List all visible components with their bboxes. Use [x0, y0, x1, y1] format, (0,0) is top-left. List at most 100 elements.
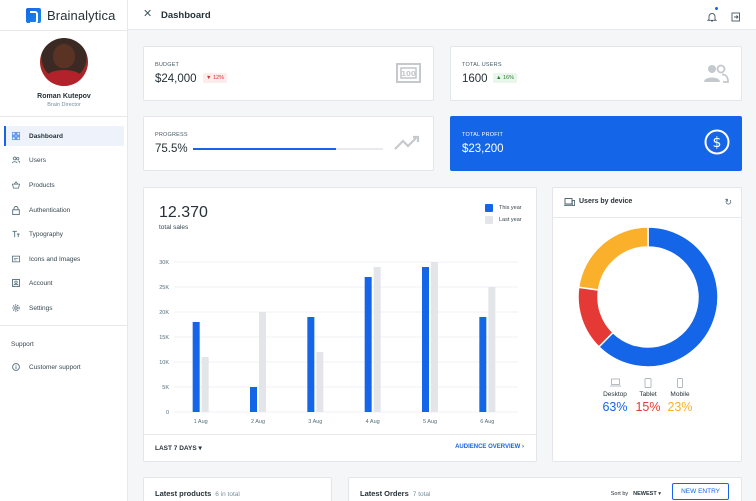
sidebar-item-typography[interactable]: Typography: [4, 224, 124, 244]
sidebar-item-account[interactable]: Account: [4, 273, 124, 293]
total-profit-label: TOTAL PROFIT: [462, 132, 504, 138]
bar-this-year: [250, 387, 257, 412]
budget-label: BUDGET: [155, 62, 180, 68]
latest-orders-label: Latest Orders: [360, 489, 409, 498]
bar-this-year: [479, 317, 487, 412]
sidebar-item-label: Products: [29, 181, 55, 189]
sidebar-item-customer-support[interactable]: Customer support: [4, 357, 124, 377]
latest-orders-title: Latest Orders 7 total: [360, 489, 431, 498]
user-role: Brain Director: [47, 102, 81, 108]
x-tick-label: 5 Aug: [423, 419, 437, 425]
sidebar-divider: [0, 116, 128, 117]
legend-swatch: [485, 204, 493, 212]
device-mobile: Mobile 23%: [660, 378, 700, 414]
y-tick-label: 5K: [162, 385, 169, 391]
users-delta: 16%: [502, 75, 514, 81]
sort-label: Sort by: [610, 491, 629, 497]
budget-delta-badge: ▼ 12%: [203, 73, 227, 83]
latest-products-card: Latest products 6 in total: [143, 477, 332, 501]
legend-swatch: [485, 216, 493, 224]
basket-icon: [12, 181, 20, 189]
refresh-icon[interactable]: ↻: [724, 197, 732, 207]
chevron-right-icon: ›: [522, 444, 524, 450]
top-bar: ✕ Dashboard: [128, 0, 756, 30]
brand-logo-icon: [26, 7, 41, 24]
bar-last-year: [431, 262, 438, 412]
user-name: Roman Kutepov: [37, 93, 91, 100]
devices-icon: [564, 198, 575, 206]
trending-up-icon: [394, 135, 420, 150]
total-sales-value: 12.370: [159, 204, 208, 221]
caret-down-icon: ▾: [198, 445, 202, 452]
device-donut-chart: [577, 226, 719, 368]
latest-products-title: Latest products 6 in total: [155, 489, 240, 498]
date-range-dropdown[interactable]: LAST 7 DAYS ▾: [155, 444, 202, 452]
y-tick-label: 0: [166, 410, 169, 416]
image-icon: [12, 255, 20, 263]
brand-name: Brainalytica: [47, 7, 116, 23]
sidebar-divider: [0, 325, 128, 326]
total-profit-card: TOTAL PROFIT $23,200 $: [450, 116, 742, 171]
lock-icon: [12, 205, 20, 215]
x-tick-label: 4 Aug: [366, 419, 380, 425]
sidebar-item-users[interactable]: Users: [4, 150, 124, 170]
new-entry-button[interactable]: NEW ENTRY: [672, 483, 729, 500]
dollar-icon: $: [704, 129, 730, 155]
budget-value: $24,000: [155, 73, 197, 85]
close-icon[interactable]: ✕: [143, 8, 153, 20]
device-tablet: Tablet 15%: [628, 378, 668, 414]
y-tick-label: 20K: [159, 310, 169, 316]
latest-products-count: 6 in total: [215, 491, 240, 498]
audience-overview-label: AUDIENCE OVERVIEW: [455, 444, 521, 450]
text-fields-icon: [12, 230, 20, 238]
sidebar-item-label: Authentication: [29, 206, 71, 214]
notification-dot: [715, 7, 718, 10]
sidebar-divider: [0, 30, 128, 31]
total-users-card: TOTAL USERS 1600 ▲ 16%: [450, 46, 742, 101]
x-tick-label: 2 Aug: [251, 419, 265, 425]
bar-this-year: [364, 277, 372, 412]
sidebar-item-settings[interactable]: Settings: [4, 298, 124, 318]
sidebar-item-label: Settings: [29, 304, 53, 312]
sales-card-footer: LAST 7 DAYS ▾ AUDIENCE OVERVIEW ›: [144, 434, 536, 461]
sidebar-item-products[interactable]: Products: [4, 175, 124, 195]
tablet-icon: [628, 378, 668, 388]
sidebar-item-label: Dashboard: [29, 132, 63, 140]
sidebar-item-dashboard[interactable]: Dashboard: [4, 126, 124, 146]
total-users-value: 1600: [462, 73, 488, 85]
budget-delta: 12%: [212, 75, 224, 81]
settings-icon: [12, 304, 20, 312]
avatar[interactable]: [40, 38, 88, 86]
latest-orders-count: 7 total: [412, 491, 431, 498]
progress-bar: [193, 148, 383, 150]
caret-down-icon: ▾: [658, 491, 661, 497]
device-name: Tablet: [639, 391, 657, 398]
y-tick-label: 10K: [159, 360, 169, 366]
progress-value: 75.5%: [155, 143, 188, 155]
sidebar-item-authentication[interactable]: Authentication: [4, 200, 124, 220]
x-tick-label: 3 Aug: [308, 419, 322, 425]
logout-icon[interactable]: [731, 9, 741, 22]
users-by-device-title: Users by device: [579, 198, 633, 205]
users-icon: [12, 156, 20, 164]
device-percent: 15%: [635, 400, 661, 414]
notifications-bell-icon[interactable]: [706, 9, 718, 22]
sidebar-item-icons-and-images[interactable]: Icons and Images: [4, 249, 124, 269]
legend-label: This year: [499, 205, 522, 211]
audience-overview-link[interactable]: AUDIENCE OVERVIEW ›: [455, 444, 524, 450]
info-icon: [12, 363, 20, 371]
sort-dropdown[interactable]: Sort by NEWEST ▾: [611, 491, 661, 497]
device-desktop: Desktop 63%: [595, 378, 635, 414]
sales-bar-chart: 0 5K 10K 15K 20K 25K 30K 1 Aug 2 Aug 3 Aug 4 Aug 5 …: [159, 260, 518, 425]
page-title: Dashboard: [161, 10, 211, 21]
device-percent: 63%: [602, 400, 628, 414]
legend-this-year: This year: [485, 204, 522, 212]
laptop-icon: [595, 378, 635, 388]
donut-slice-desktop: [597, 226, 719, 368]
brand[interactable]: Brainalytica: [26, 7, 116, 24]
total-sales-label: total sales: [159, 224, 189, 231]
legend-last-year: Last year: [485, 216, 522, 224]
date-range-label: LAST 7 DAYS: [155, 445, 197, 452]
sort-value: NEWEST: [633, 491, 657, 497]
x-tick-label: 6 Aug: [480, 419, 494, 425]
